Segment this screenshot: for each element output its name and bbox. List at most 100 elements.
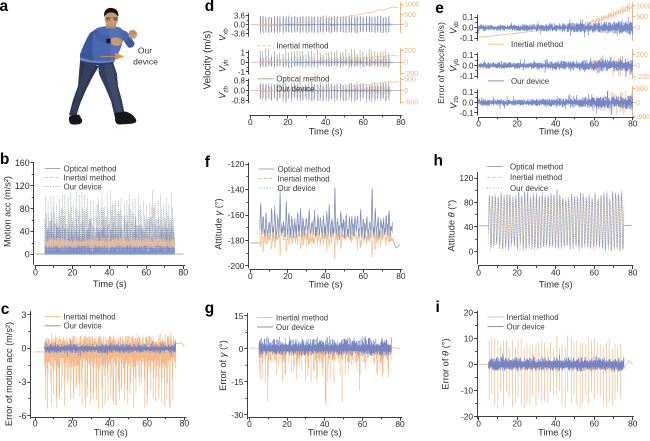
svg-text:Time (s): Time (s) — [309, 279, 343, 289]
svg-text:60: 60 — [358, 419, 368, 429]
svg-text:20: 20 — [68, 419, 78, 429]
svg-text:0: 0 — [25, 250, 30, 260]
svg-text:20: 20 — [68, 267, 78, 277]
svg-text:Inertial method: Inertial method — [64, 173, 116, 182]
svg-text:0.0: 0.0 — [234, 87, 246, 96]
svg-text:Our device: Our device — [507, 322, 546, 331]
svg-text:Vxb: Vxb — [448, 21, 460, 34]
svg-text:Optical method: Optical method — [64, 164, 117, 173]
svg-text:80: 80 — [464, 198, 474, 208]
svg-text:80: 80 — [178, 267, 188, 277]
svg-text:f: f — [205, 154, 211, 171]
svg-text:0: 0 — [636, 25, 640, 32]
svg-text:0.0: 0.0 — [234, 21, 246, 30]
svg-text:0: 0 — [636, 63, 640, 70]
svg-text:-10: -10 — [461, 386, 473, 396]
svg-text:60: 60 — [359, 117, 369, 127]
svg-text:-500: -500 — [404, 100, 418, 107]
svg-text:3: 3 — [21, 310, 26, 320]
svg-text:-30: -30 — [231, 410, 243, 420]
svg-text:-0.1: -0.1 — [460, 72, 474, 81]
svg-text:60: 60 — [142, 419, 152, 429]
svg-text:0: 0 — [33, 267, 38, 277]
svg-text:40: 40 — [551, 267, 561, 277]
svg-text:0: 0 — [476, 119, 481, 129]
svg-text:0: 0 — [476, 419, 481, 429]
svg-text:1000: 1000 — [636, 3, 650, 10]
svg-text:0: 0 — [248, 117, 253, 127]
svg-text:0: 0 — [468, 360, 473, 370]
svg-text:20: 20 — [512, 267, 522, 277]
svg-text:0: 0 — [476, 267, 481, 277]
svg-text:0: 0 — [21, 344, 26, 354]
svg-text:-160: -160 — [228, 210, 245, 220]
svg-text:20: 20 — [512, 119, 522, 129]
svg-text:-0.1: -0.1 — [460, 109, 474, 118]
svg-text:40: 40 — [551, 419, 561, 429]
svg-text:Vyb: Vyb — [448, 59, 460, 72]
svg-text:-3: -3 — [19, 377, 27, 387]
svg-text:0.8: 0.8 — [234, 77, 246, 86]
svg-text:80: 80 — [396, 271, 406, 281]
svg-text:Inertial method: Inertial method — [276, 42, 328, 51]
svg-text:device: device — [133, 56, 158, 66]
svg-text:0: 0 — [469, 246, 474, 256]
svg-text:80: 80 — [20, 204, 30, 214]
svg-text:-140: -140 — [228, 185, 245, 195]
svg-text:0: 0 — [636, 100, 640, 107]
svg-text:0: 0 — [404, 88, 408, 95]
svg-text:500: 500 — [404, 77, 416, 84]
svg-text:i: i — [436, 299, 440, 316]
svg-text:500: 500 — [404, 12, 416, 19]
svg-text:-200: -200 — [228, 261, 245, 271]
svg-text:Optical method: Optical method — [278, 165, 331, 174]
svg-text:20: 20 — [464, 308, 474, 318]
svg-text:0: 0 — [241, 58, 246, 67]
svg-text:-15: -15 — [231, 377, 243, 387]
svg-text:Velocity (m/s): Velocity (m/s) — [203, 31, 214, 90]
svg-text:Time (s): Time (s) — [539, 279, 573, 289]
svg-text:40: 40 — [105, 267, 115, 277]
svg-text:Inertial method: Inertial method — [276, 313, 328, 322]
svg-text:160: 160 — [15, 158, 30, 168]
svg-text:Attitude θ (°): Attitude θ (°) — [447, 200, 457, 252]
svg-text:-200: -200 — [404, 71, 418, 78]
svg-text:Time (s): Time (s) — [308, 427, 342, 437]
svg-text:80: 80 — [395, 419, 405, 429]
svg-text:Inertial method: Inertial method — [278, 174, 330, 183]
svg-text:500: 500 — [636, 14, 648, 21]
svg-text:Error of motion acc (m/s²): Error of motion acc (m/s²) — [4, 322, 14, 426]
svg-text:60: 60 — [590, 267, 600, 277]
svg-text:-120: -120 — [228, 159, 245, 169]
svg-text:Our device: Our device — [276, 84, 315, 93]
svg-text:3.6: 3.6 — [234, 12, 246, 21]
svg-text:80: 80 — [180, 419, 190, 429]
svg-text:Vzb: Vzb — [218, 86, 230, 99]
svg-text:10: 10 — [464, 334, 474, 344]
svg-text:80: 80 — [628, 119, 638, 129]
svg-text:0: 0 — [404, 60, 408, 67]
svg-text:120: 120 — [15, 181, 30, 191]
svg-text:-180: -180 — [228, 235, 245, 245]
svg-text:Our device: Our device — [510, 184, 549, 193]
svg-text:200: 200 — [404, 48, 416, 55]
svg-text:120: 120 — [459, 173, 473, 183]
svg-text:Attitude γ (°): Attitude γ (°) — [214, 198, 224, 249]
svg-text:0: 0 — [248, 271, 253, 281]
svg-text:-20: -20 — [461, 412, 473, 422]
svg-text:80: 80 — [628, 267, 638, 277]
svg-text:h: h — [434, 152, 443, 169]
svg-text:Optical method: Optical method — [510, 162, 563, 171]
svg-text:20: 20 — [283, 117, 293, 127]
svg-text:40: 40 — [105, 419, 115, 429]
svg-text:-200: -200 — [636, 74, 650, 81]
svg-text:200: 200 — [636, 52, 648, 59]
svg-text:1: 1 — [241, 49, 246, 58]
svg-text:Our device: Our device — [64, 322, 103, 331]
svg-text:0.0: 0.0 — [462, 98, 474, 107]
svg-text:0.1: 0.1 — [462, 88, 474, 97]
svg-text:0: 0 — [239, 344, 244, 354]
svg-text:Vxb: Vxb — [218, 28, 230, 41]
svg-text:Inertial method: Inertial method — [507, 313, 559, 322]
svg-text:60: 60 — [141, 267, 151, 277]
